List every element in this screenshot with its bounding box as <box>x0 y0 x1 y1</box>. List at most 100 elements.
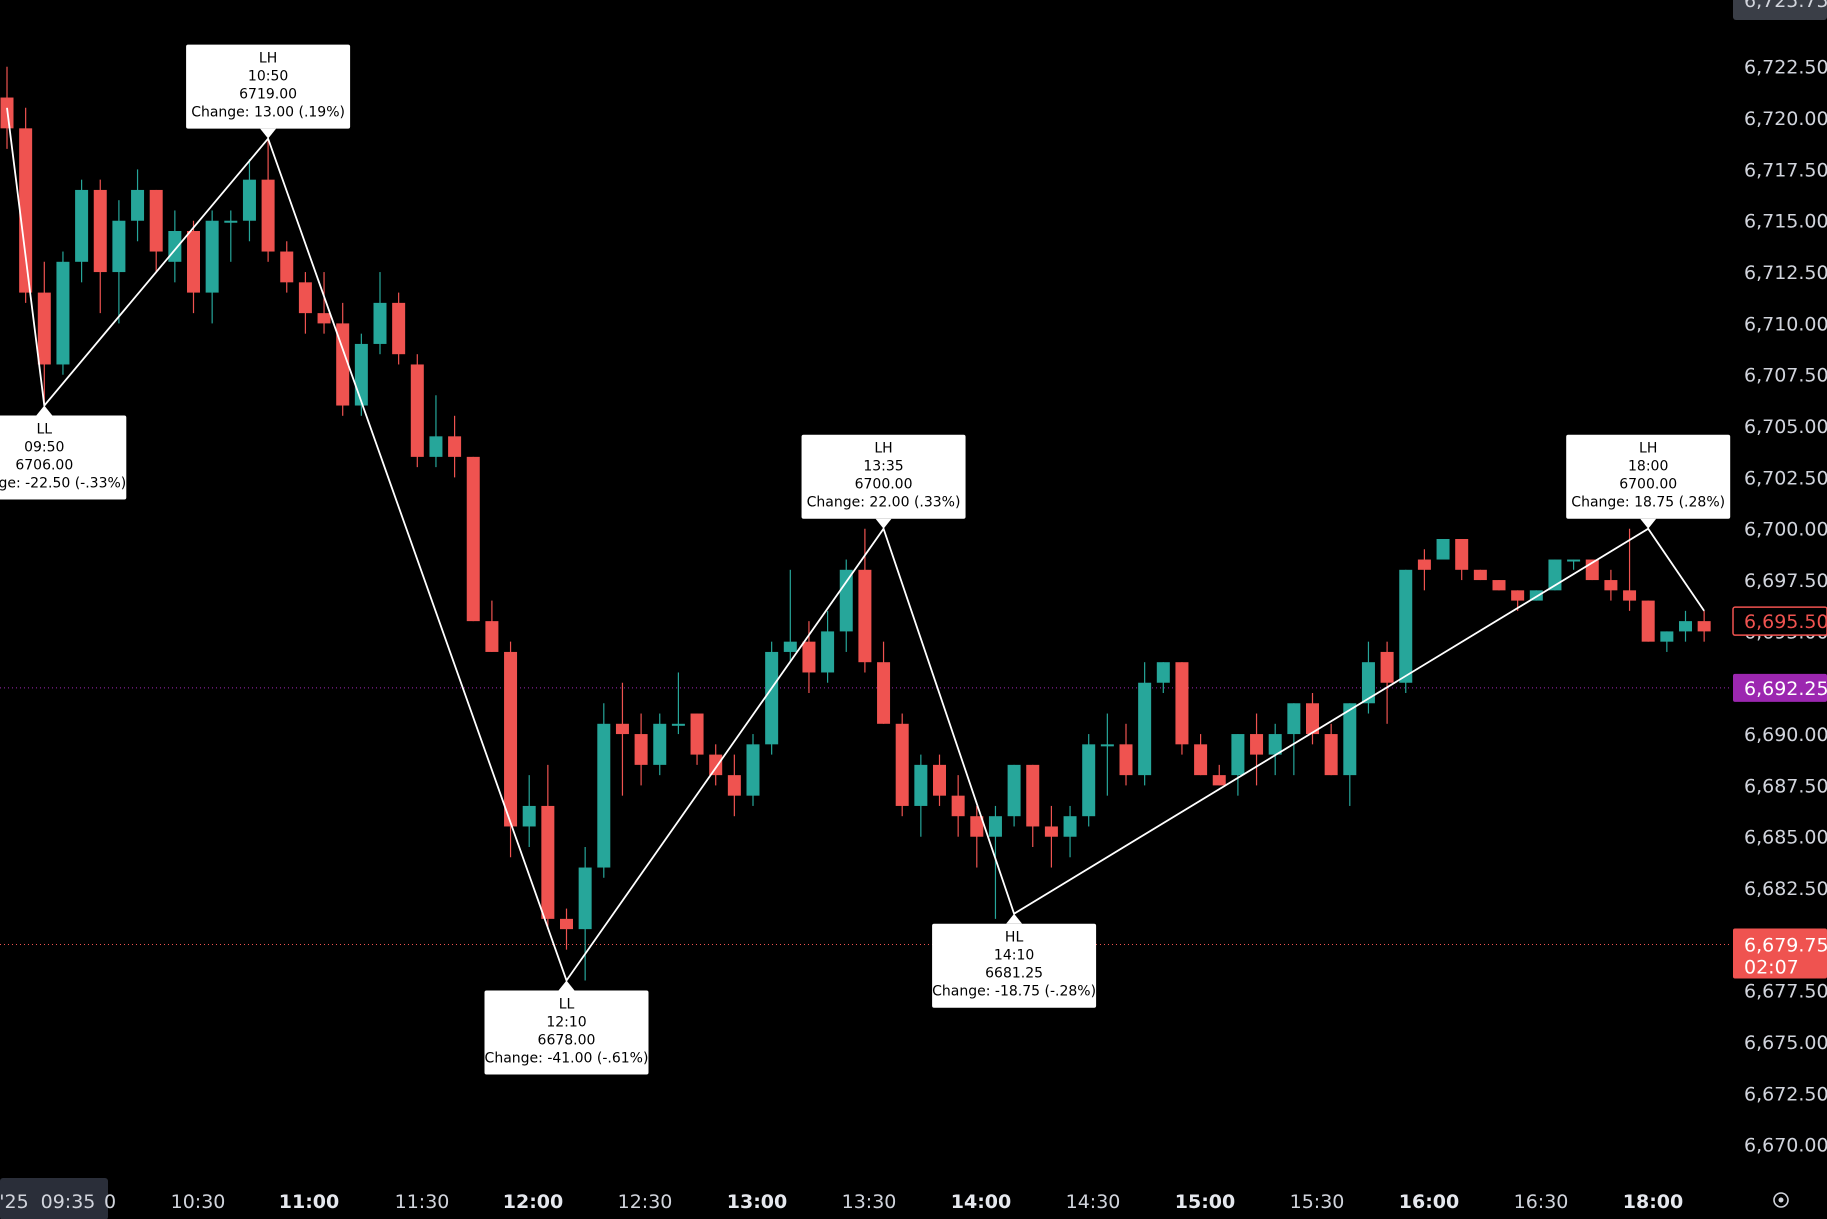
candle[interactable] <box>1343 703 1357 806</box>
candle[interactable] <box>1175 662 1189 755</box>
candle[interactable] <box>1567 559 1581 570</box>
candle[interactable] <box>1063 805 1077 858</box>
candle[interactable] <box>560 908 573 950</box>
candle[interactable] <box>131 169 145 242</box>
candle[interactable] <box>466 456 480 622</box>
candle[interactable] <box>578 847 592 981</box>
candle[interactable] <box>37 261 51 406</box>
candle[interactable] <box>1399 569 1413 693</box>
candle[interactable] <box>392 292 406 365</box>
candle[interactable] <box>1138 662 1152 786</box>
price-tick: 6,702.50 <box>1744 467 1827 489</box>
candle[interactable] <box>690 713 704 765</box>
candle[interactable] <box>933 754 946 806</box>
candle[interactable] <box>914 754 928 837</box>
candle[interactable] <box>373 272 387 355</box>
candle[interactable] <box>93 179 107 314</box>
candle[interactable] <box>410 354 424 468</box>
candle[interactable] <box>951 775 965 837</box>
candle[interactable] <box>1473 569 1487 581</box>
candle[interactable] <box>1250 713 1264 786</box>
candle[interactable] <box>1044 805 1058 868</box>
candle-body <box>933 764 946 796</box>
candle[interactable] <box>1287 703 1301 776</box>
candle[interactable] <box>877 641 891 724</box>
candle[interactable] <box>1026 764 1040 847</box>
candle[interactable] <box>336 302 350 416</box>
candle[interactable] <box>653 713 667 776</box>
candle[interactable] <box>1660 631 1674 652</box>
candle[interactable] <box>802 621 816 693</box>
time-tick: '25 <box>0 1191 29 1213</box>
candle[interactable] <box>522 775 536 847</box>
price-tick: 6,672.50 <box>1744 1083 1827 1105</box>
candle[interactable] <box>541 764 555 930</box>
candle-body <box>671 723 685 726</box>
candle[interactable] <box>317 272 331 334</box>
candle[interactable] <box>783 569 797 663</box>
candle[interactable] <box>1417 549 1431 591</box>
candle[interactable] <box>56 251 70 375</box>
candle[interactable] <box>298 272 312 334</box>
candle[interactable] <box>1306 693 1319 745</box>
swing-label[interactable]: LH 10:50 6719.00 Change: 13.00 (.19%) <box>186 44 351 139</box>
candle[interactable] <box>597 703 611 878</box>
swing-label[interactable]: LL 09:50 6706.00 Change: -22.50 (-.33%) <box>0 405 127 500</box>
candle[interactable] <box>1082 734 1096 827</box>
time-axis[interactable]: '25 09:35 0 10:30 11:00 11:30 12:00 12:30 13:00 1… <box>0 1178 1683 1219</box>
candle[interactable] <box>485 600 499 652</box>
candle[interactable] <box>1641 600 1655 642</box>
candle[interactable] <box>448 415 462 478</box>
candle[interactable] <box>1679 610 1692 642</box>
candle[interactable] <box>634 713 648 786</box>
swing-label[interactable]: LL 12:10 6678.00 Change: -41.00 (-.61%) <box>484 980 649 1075</box>
candle[interactable] <box>429 395 443 468</box>
candle[interactable] <box>112 200 126 324</box>
candle-body <box>373 302 387 344</box>
candle[interactable] <box>1212 764 1226 786</box>
candle[interactable] <box>1194 734 1208 776</box>
candle[interactable] <box>895 713 909 817</box>
candle[interactable] <box>1119 723 1133 786</box>
candle[interactable] <box>727 754 741 817</box>
candle[interactable] <box>821 610 835 683</box>
candle[interactable] <box>1268 723 1282 776</box>
candle[interactable] <box>709 744 723 786</box>
candle[interactable] <box>1529 590 1543 601</box>
candle[interactable] <box>205 210 219 324</box>
candle[interactable] <box>1156 662 1170 693</box>
candle[interactable] <box>1455 539 1469 581</box>
candle[interactable] <box>1697 610 1711 642</box>
candle[interactable] <box>615 682 629 796</box>
candle[interactable] <box>970 805 984 868</box>
swing-label[interactable]: HL 14:10 6681.25 Change: -18.75 (-.28%) <box>932 913 1097 1008</box>
candle[interactable] <box>988 805 1002 919</box>
candle[interactable] <box>765 641 779 755</box>
swing-label[interactable]: LH 13:35 6700.00 Change: 22.00 (.33%) <box>801 434 966 529</box>
candle[interactable] <box>187 220 200 314</box>
candle[interactable] <box>1231 734 1245 796</box>
candle[interactable] <box>1100 713 1114 796</box>
candle[interactable] <box>75 179 89 283</box>
candle[interactable] <box>261 138 275 262</box>
candle[interactable] <box>280 241 294 293</box>
candle[interactable] <box>1623 528 1637 611</box>
candle[interactable] <box>858 528 872 673</box>
candle[interactable] <box>746 734 760 806</box>
candle[interactable] <box>1007 764 1021 827</box>
swing-label[interactable]: LH 18:00 6700.00 Change: 18.75 (.28%) <box>1566 434 1731 529</box>
candle[interactable] <box>1380 641 1394 724</box>
candle[interactable] <box>1361 641 1375 714</box>
candle[interactable] <box>1324 723 1338 776</box>
candle[interactable] <box>224 210 238 262</box>
candle-body <box>1660 631 1674 642</box>
candle[interactable] <box>242 159 256 242</box>
settings-icon[interactable] <box>1773 1192 1789 1208</box>
candle[interactable] <box>1604 569 1618 601</box>
candle[interactable] <box>149 189 163 273</box>
candle[interactable] <box>19 107 33 303</box>
candle[interactable] <box>1436 539 1450 560</box>
candle[interactable] <box>671 672 685 735</box>
candle[interactable] <box>1492 580 1506 591</box>
